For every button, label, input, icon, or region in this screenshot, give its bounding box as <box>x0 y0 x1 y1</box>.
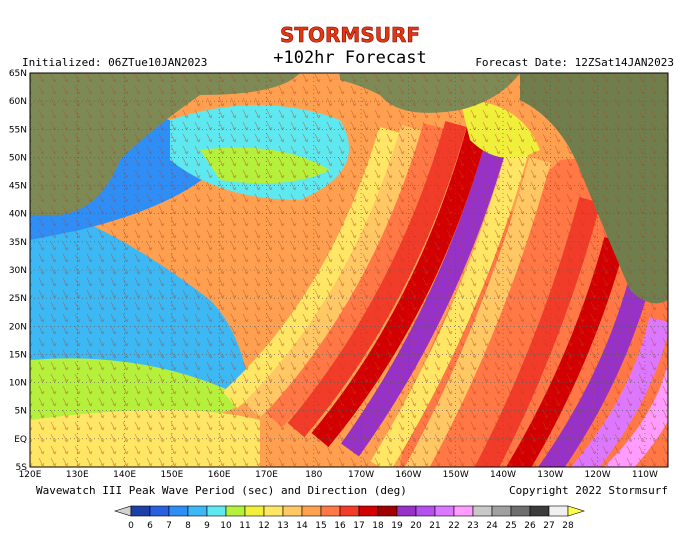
copyright: Copyright 2022 Stormsurf <box>509 484 668 497</box>
colorbar-swatch <box>529 505 550 517</box>
colorbar-arrow-right <box>567 505 586 517</box>
map <box>30 73 668 467</box>
map-frame <box>29 72 669 468</box>
colorbar-label: 8 <box>185 521 191 531</box>
colorbar-swatch <box>548 505 569 517</box>
lat-label: 10N <box>9 379 27 389</box>
colorbar-swatch <box>491 505 512 517</box>
lat-label: 65N <box>9 69 27 79</box>
lon-label: 160E <box>208 470 231 480</box>
colorbar-swatch <box>415 505 436 517</box>
colorbar-swatch <box>396 505 417 517</box>
caption: Wavewatch III Peak Wave Period (sec) and… <box>36 484 407 497</box>
colorbar-swatch <box>358 505 379 517</box>
colorbar-swatch <box>510 505 531 517</box>
colorbar-label: 6 <box>147 521 153 531</box>
colorbar-swatch <box>130 505 151 517</box>
colorbar-swatch <box>472 505 493 517</box>
lat-labels: 65N 60N 55N 50N 45N 40N 35N 30N 25N 20N 15N 10N 5N EQ… <box>9 69 27 473</box>
colorbar-label: 24 <box>486 521 498 531</box>
lon-labels: 120E 130E 140E 150E 160E 170E 180 170W 160W 150W 1… <box>19 470 658 480</box>
colorbar-label: 14 <box>296 521 308 531</box>
colorbar-label: 22 <box>448 521 459 531</box>
colorbar: 0 6 7 8 9 10 11 12 13 14 15 16 17 18 19 20 21 22 23 24 25 26 2… <box>113 505 586 531</box>
lat-label: 25N <box>9 294 27 304</box>
colorbar-swatch <box>282 505 303 517</box>
lat-label: 5N <box>15 407 27 417</box>
colorbar-label: 28 <box>562 521 574 531</box>
lon-label: 140E <box>113 470 136 480</box>
lon-label: 150E <box>160 470 183 480</box>
colorbar-swatch <box>244 505 265 517</box>
lat-label: 5S <box>16 463 28 473</box>
colorbar-label: 25 <box>505 521 516 531</box>
lat-label: 40N <box>9 210 27 220</box>
lon-label: 140W <box>490 470 516 480</box>
colorbar-swatch <box>434 505 455 517</box>
colorbar-label: 20 <box>410 521 422 531</box>
colorbar-label: 15 <box>315 521 326 531</box>
colorbar-swatch <box>206 505 227 517</box>
colorbar-swatch <box>377 505 398 517</box>
forecast-date: Forecast Date: 12ZSat14JAN2023 <box>475 56 674 69</box>
colorbar-label: 16 <box>334 521 346 531</box>
colorbar-swatch <box>168 505 189 517</box>
brand: STORMSURF <box>280 23 420 47</box>
lon-label: 130E <box>66 470 89 480</box>
graticule <box>30 73 668 467</box>
colorbar-arrow-left <box>113 505 132 517</box>
colorbar-swatch <box>225 505 246 517</box>
colorbar-label: 13 <box>277 521 288 531</box>
colorbar-label: 27 <box>543 521 554 531</box>
colorbar-label: 9 <box>204 521 210 531</box>
lat-label: 60N <box>9 97 27 107</box>
lon-label: 120W <box>585 470 611 480</box>
lat-label: EQ <box>14 435 27 445</box>
lon-label: 170E <box>255 470 278 480</box>
colorbar-label: 17 <box>353 521 364 531</box>
lon-label: 130W <box>537 470 563 480</box>
lon-label: 170W <box>348 470 374 480</box>
colorbar-label: 10 <box>220 521 232 531</box>
lon-label: 180 <box>305 470 322 480</box>
colorbar-label: 26 <box>524 521 536 531</box>
lon-label: 110W <box>632 470 658 480</box>
colorbar-label: 21 <box>429 521 440 531</box>
colorbar-label: 18 <box>372 521 384 531</box>
colorbar-swatch <box>320 505 341 517</box>
colorbar-label: 11 <box>239 521 250 531</box>
title: +102hr Forecast <box>273 48 427 68</box>
lat-label: 30N <box>9 266 27 276</box>
lat-label: 20N <box>9 322 27 332</box>
colorbar-swatch <box>263 505 284 517</box>
lat-label: 35N <box>9 238 27 248</box>
lon-label: 160W <box>395 470 421 480</box>
lat-label: 15N <box>9 350 27 360</box>
colorbar-swatch <box>301 505 322 517</box>
colorbar-swatch <box>453 505 474 517</box>
lat-label: 45N <box>9 182 27 192</box>
lon-label: 150W <box>443 470 469 480</box>
initialized: Initialized: 06ZTue10JAN2023 <box>22 56 207 69</box>
colorbar-label: 0 <box>128 521 134 531</box>
colorbar-swatch <box>149 505 170 517</box>
colorbar-label: 12 <box>258 521 269 531</box>
lon-label: 120E <box>19 470 42 480</box>
colorbar-label: 7 <box>166 521 172 531</box>
colorbar-label: 23 <box>467 521 478 531</box>
colorbar-label: 19 <box>391 521 403 531</box>
colorbar-swatch <box>339 505 360 517</box>
lat-label: 55N <box>9 125 27 135</box>
colorbar-swatch <box>187 505 208 517</box>
lat-label: 50N <box>9 153 27 163</box>
